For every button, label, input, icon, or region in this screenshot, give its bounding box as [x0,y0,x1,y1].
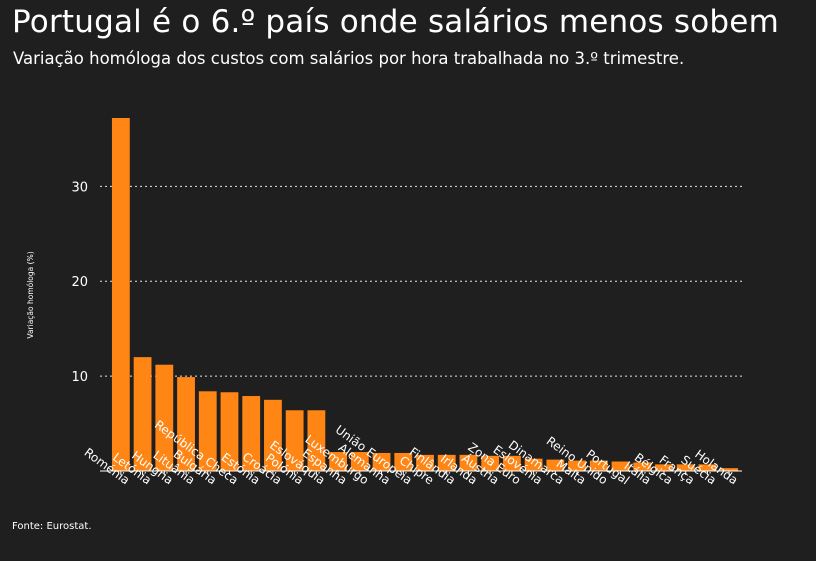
bar [350,452,369,471]
bar [372,452,391,471]
bar [155,364,174,471]
y-tick-label: 30 [71,180,88,195]
bar [589,460,608,471]
bar [242,396,261,471]
bars [111,118,739,471]
bar [177,377,195,471]
bar [633,462,652,471]
bar [198,391,217,471]
bar [416,454,434,471]
bar [524,458,543,471]
bar [676,464,695,471]
source-note: Fonte: Eurostat. [12,521,92,532]
bar [611,461,630,471]
bar [264,399,282,471]
chart-title: Portugal é o 6.º país onde salários meno… [12,4,779,40]
bar [307,410,326,471]
y-tick-label: 10 [71,370,88,385]
y-tick-label: 20 [71,275,88,290]
bar [133,357,152,471]
bar [220,392,239,471]
bar [698,464,717,471]
bar [437,454,456,471]
bar [329,452,348,471]
grid-lines [100,185,742,377]
bar [459,454,478,471]
bar [111,118,130,471]
y-axis-label: Variação homóloga (%) [26,251,35,338]
bar [285,410,304,471]
bar [720,468,739,471]
bar [568,460,586,471]
bar [481,455,500,471]
bar [394,452,413,471]
y-tick-labels: 10 20 30 [71,180,88,385]
bar [655,464,673,471]
chart-subtitle: Variação homóloga dos custos com salário… [13,49,685,68]
bar [546,459,565,471]
bar [502,455,521,471]
